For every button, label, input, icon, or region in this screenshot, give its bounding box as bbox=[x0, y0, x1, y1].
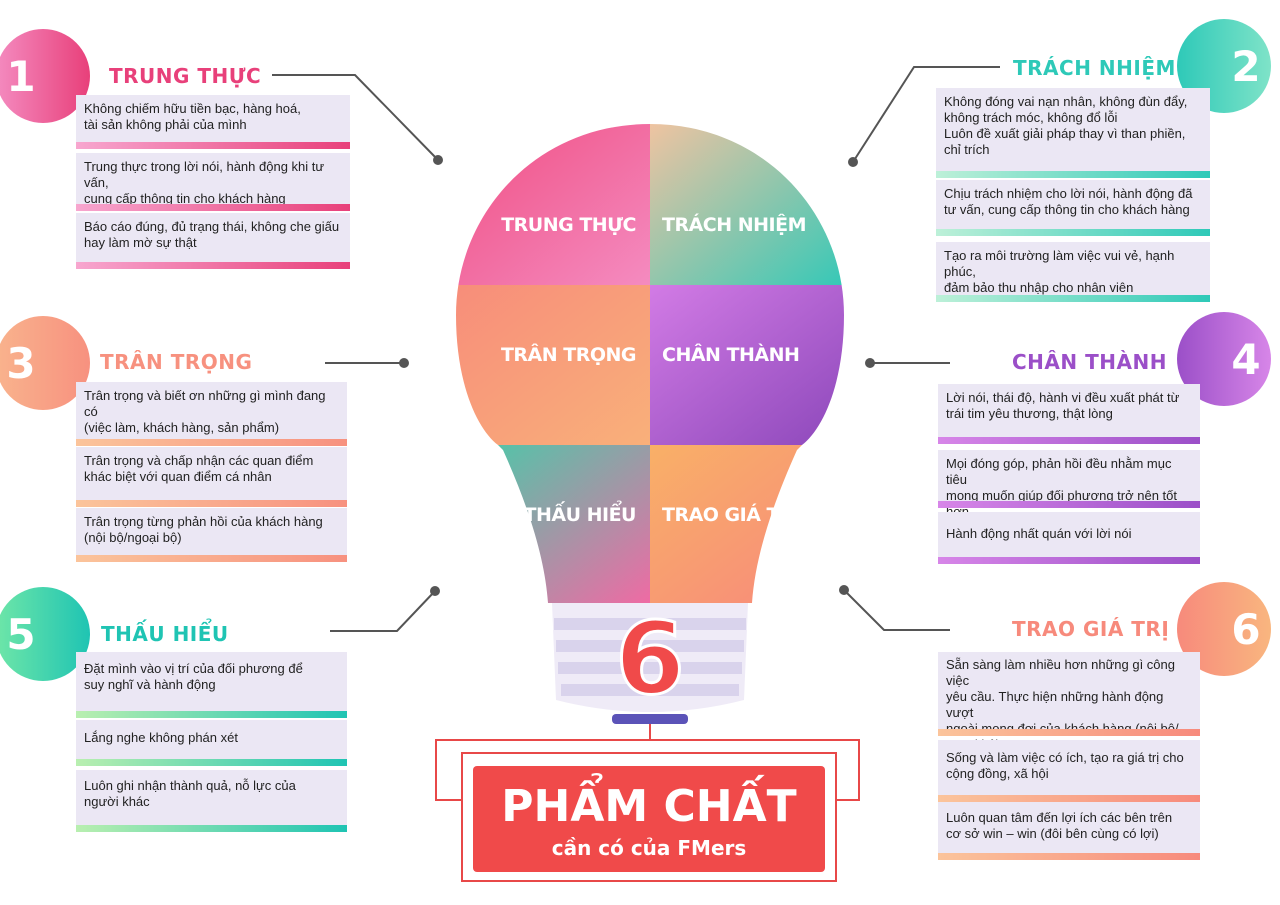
section-5-item-3: Luôn ghi nhận thành quả, nỗ lực của ngườ… bbox=[76, 770, 347, 832]
section-6-title: TRAO GIÁ TRỊ bbox=[1012, 617, 1170, 641]
bulb-label-trao-gia-tri: TRAO GIÁ TRỊ bbox=[662, 504, 800, 526]
base-stripe bbox=[554, 618, 746, 630]
banner: PHẨM CHẤT cần có của FMers bbox=[473, 766, 825, 872]
section-2-item-1: Không đóng vai nạn nhân, không đùn đẩy, … bbox=[936, 88, 1210, 178]
section-1-item-2: Trung thực trong lời nói, hành động khi … bbox=[76, 153, 350, 211]
section-5-item-2: Lắng nghe không phán xét bbox=[76, 720, 347, 766]
section-2-item-3: Tạo ra môi trường làm việc vui vẻ, hạnh … bbox=[936, 242, 1210, 302]
bulb-label-chan-thanh: CHÂN THÀNH bbox=[662, 344, 800, 366]
section-5-item-1: Đặt mình vào vị trí của đối phương để su… bbox=[76, 652, 347, 718]
big-number-six: 6 bbox=[614, 600, 687, 717]
section-4-title: CHÂN THÀNH bbox=[1012, 350, 1167, 374]
section-4-item-2: Mọi đóng góp, phản hồi đều nhằm mục tiêu… bbox=[938, 450, 1200, 519]
section-6-item-2: Sống và làm việc có ích, tạo ra giá trị … bbox=[938, 740, 1200, 802]
section-1-badge: 1 bbox=[0, 29, 90, 123]
section-3-item-1: Trân trọng và biết ơn những gì mình đang… bbox=[76, 382, 347, 446]
banner-title: PHẨM CHẤT bbox=[501, 781, 797, 832]
section-2-item-2: Chịu trách nhiệm cho lời nói, hành động … bbox=[936, 180, 1210, 236]
bulb-label-trung-thuc: TRUNG THỰC bbox=[501, 214, 636, 236]
section-5-badge: 5 bbox=[0, 587, 90, 681]
bulb-label-thau-hieu: THẤU HIỂU bbox=[523, 504, 637, 526]
bulb-label-tran-trong: TRÂN TRỌNG bbox=[500, 344, 637, 366]
section-3-title: TRÂN TRỌNG bbox=[100, 350, 253, 374]
section-3-item-3: Trân trọng từng phản hồi của khách hàng … bbox=[76, 508, 347, 562]
section-6-badge: 6 bbox=[1177, 582, 1271, 676]
section-3-badge: 3 bbox=[0, 316, 90, 410]
section-1-item-1: Không chiếm hữu tiền bạc, hàng hoá, tài … bbox=[76, 95, 350, 149]
bulb-label-trach-nhiem: TRÁCH NHIỆM bbox=[662, 214, 807, 236]
section-6-item-3: Luôn quan tâm đến lợi ích các bên trên c… bbox=[938, 802, 1200, 860]
section-4-item-3: Hành động nhất quán với lời nói bbox=[938, 512, 1200, 564]
section-6-item-1: Sẵn sàng làm nhiều hơn những gì công việ… bbox=[938, 652, 1200, 752]
section-5-title: THẤU HIỂU bbox=[101, 622, 229, 646]
banner-subtitle: cần có của FMers bbox=[551, 836, 747, 860]
base-stripe bbox=[556, 640, 744, 652]
section-1-title: TRUNG THỰC bbox=[109, 64, 262, 88]
section-2-title: TRÁCH NHIỆM bbox=[1013, 56, 1176, 80]
section-1-item-3: Báo cáo đúng, đủ trạng thái, không che g… bbox=[76, 213, 350, 269]
section-3-item-2: Trân trọng và chấp nhận các quan điểm kh… bbox=[76, 447, 347, 507]
base-stripe bbox=[558, 662, 742, 674]
connector-lines bbox=[272, 66, 1000, 632]
section-4-item-1: Lời nói, thái độ, hành vi đều xuất phát … bbox=[938, 384, 1200, 444]
base-stripe bbox=[561, 684, 739, 696]
